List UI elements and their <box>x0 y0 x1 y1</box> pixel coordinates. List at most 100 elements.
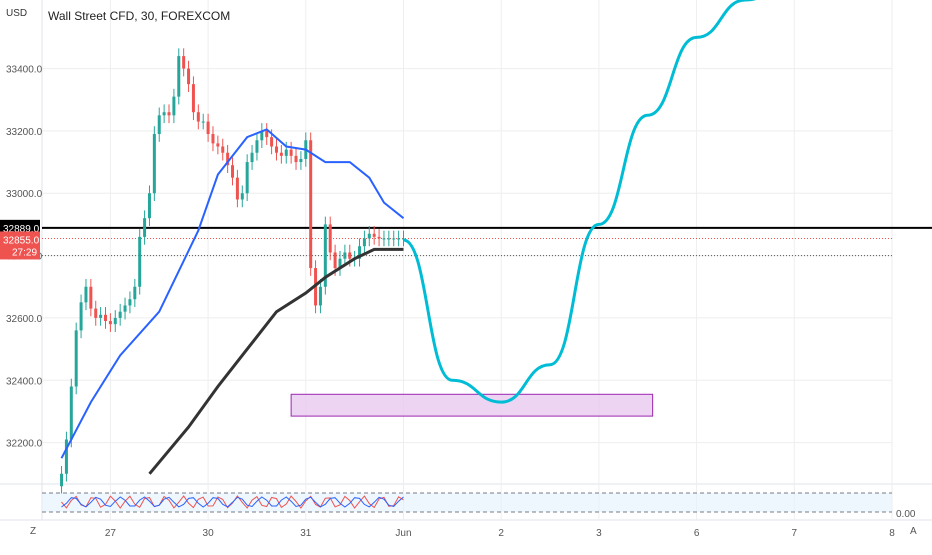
candle-body <box>362 238 366 247</box>
currency-label: USD <box>6 8 27 19</box>
candle-body <box>64 439 68 474</box>
forecast-layer <box>402 0 756 404</box>
candle-body <box>235 177 239 200</box>
ma-layer <box>60 128 405 475</box>
candle-body <box>372 233 376 237</box>
candle-body <box>94 308 98 318</box>
indicator-band <box>42 493 892 512</box>
candle-body <box>338 258 342 269</box>
candle-body <box>392 238 396 240</box>
candle-body <box>250 152 254 163</box>
candle-body <box>201 121 205 123</box>
candle-body <box>260 130 264 141</box>
candle-body <box>152 134 156 194</box>
candle-body <box>279 152 283 156</box>
candle-body <box>104 314 108 322</box>
x-tick-label: 6 <box>694 528 700 539</box>
candle-body <box>99 314 103 318</box>
last-price-tag <box>0 231 40 260</box>
ma-slow-line <box>148 247 404 475</box>
candle-body <box>245 162 249 194</box>
ma-fast-line <box>60 128 405 459</box>
indicator-line-d <box>61 496 404 508</box>
candle-body <box>348 252 352 259</box>
levels-layer <box>42 226 932 257</box>
candle-body <box>167 112 171 116</box>
x-tick-label: 31 <box>300 528 312 539</box>
candle-body <box>318 286 322 306</box>
candle-body <box>79 302 83 331</box>
target-zone <box>290 393 654 417</box>
candle-body <box>401 238 405 240</box>
candle-body <box>162 112 166 116</box>
y-tick-label: 33000.0 <box>6 189 43 200</box>
candle-body <box>299 158 303 163</box>
x-tick-label: 3 <box>596 528 602 539</box>
indicator-line-k <box>61 495 404 509</box>
y-tick-label: 32400.0 <box>6 376 43 387</box>
candle-body <box>309 140 313 269</box>
x-tick-label: 8 <box>889 528 895 539</box>
candle-body <box>387 238 391 240</box>
candle-body <box>143 218 147 237</box>
indicator-layer <box>42 492 892 513</box>
candle-body <box>265 130 269 138</box>
candle-body <box>211 134 215 144</box>
candle-body <box>60 473 64 487</box>
candle-body <box>157 115 161 135</box>
candle-body <box>255 140 259 153</box>
y-tick-label: 33200.0 <box>6 127 43 138</box>
candle-body <box>172 96 176 116</box>
forecast-curve <box>402 0 756 404</box>
candle-body <box>138 236 142 287</box>
countdown-label: 27:29 <box>12 247 37 258</box>
axis-layer: 33400.033200.033000.032800.032600.032400… <box>0 65 895 539</box>
candle-body <box>333 252 337 269</box>
left-corner-label[interactable]: Z <box>30 526 36 537</box>
resistance-price-label: 32889.0 <box>3 224 40 235</box>
candle-body <box>367 233 371 239</box>
candle-body <box>74 330 78 387</box>
candle-body <box>240 193 244 200</box>
candle-body <box>343 252 347 259</box>
candle-body <box>377 236 381 239</box>
candle-body <box>128 299 132 306</box>
candle-body <box>187 68 191 85</box>
candle-body <box>226 152 230 166</box>
zone-layer <box>290 393 654 417</box>
indicator-zero-label: 0.00 <box>896 509 916 520</box>
candle-layer <box>60 48 405 495</box>
candle-body <box>323 224 327 287</box>
candle-body <box>289 149 293 156</box>
candle-body <box>328 224 332 253</box>
candle-body <box>123 305 127 312</box>
candle-body <box>89 286 93 309</box>
candle-body <box>221 146 225 153</box>
x-tick-label: 2 <box>498 528 504 539</box>
right-corner-label[interactable]: A <box>910 526 917 537</box>
candle-body <box>216 143 220 147</box>
chart-title: Wall Street CFD, 30, FOREXCOM <box>48 9 230 23</box>
candle-body <box>270 137 274 147</box>
candle-body <box>182 56 186 69</box>
candle-body <box>84 286 88 303</box>
candle-body <box>147 193 151 219</box>
candle-body <box>274 146 278 153</box>
x-tick-label: Jun <box>395 528 411 539</box>
candle-body <box>69 386 73 440</box>
candle-body <box>358 246 362 259</box>
candle-body <box>231 165 235 178</box>
candle-body <box>177 56 181 97</box>
candle-body <box>284 149 288 156</box>
y-tick-label: 33400.0 <box>6 65 43 76</box>
candle-body <box>196 112 200 122</box>
y-tick-label: 32600.0 <box>6 314 43 325</box>
candle-body <box>133 286 137 300</box>
candle-body <box>118 311 122 318</box>
x-tick-label: 30 <box>203 528 215 539</box>
candle-body <box>108 321 112 325</box>
candle-body <box>206 121 210 135</box>
